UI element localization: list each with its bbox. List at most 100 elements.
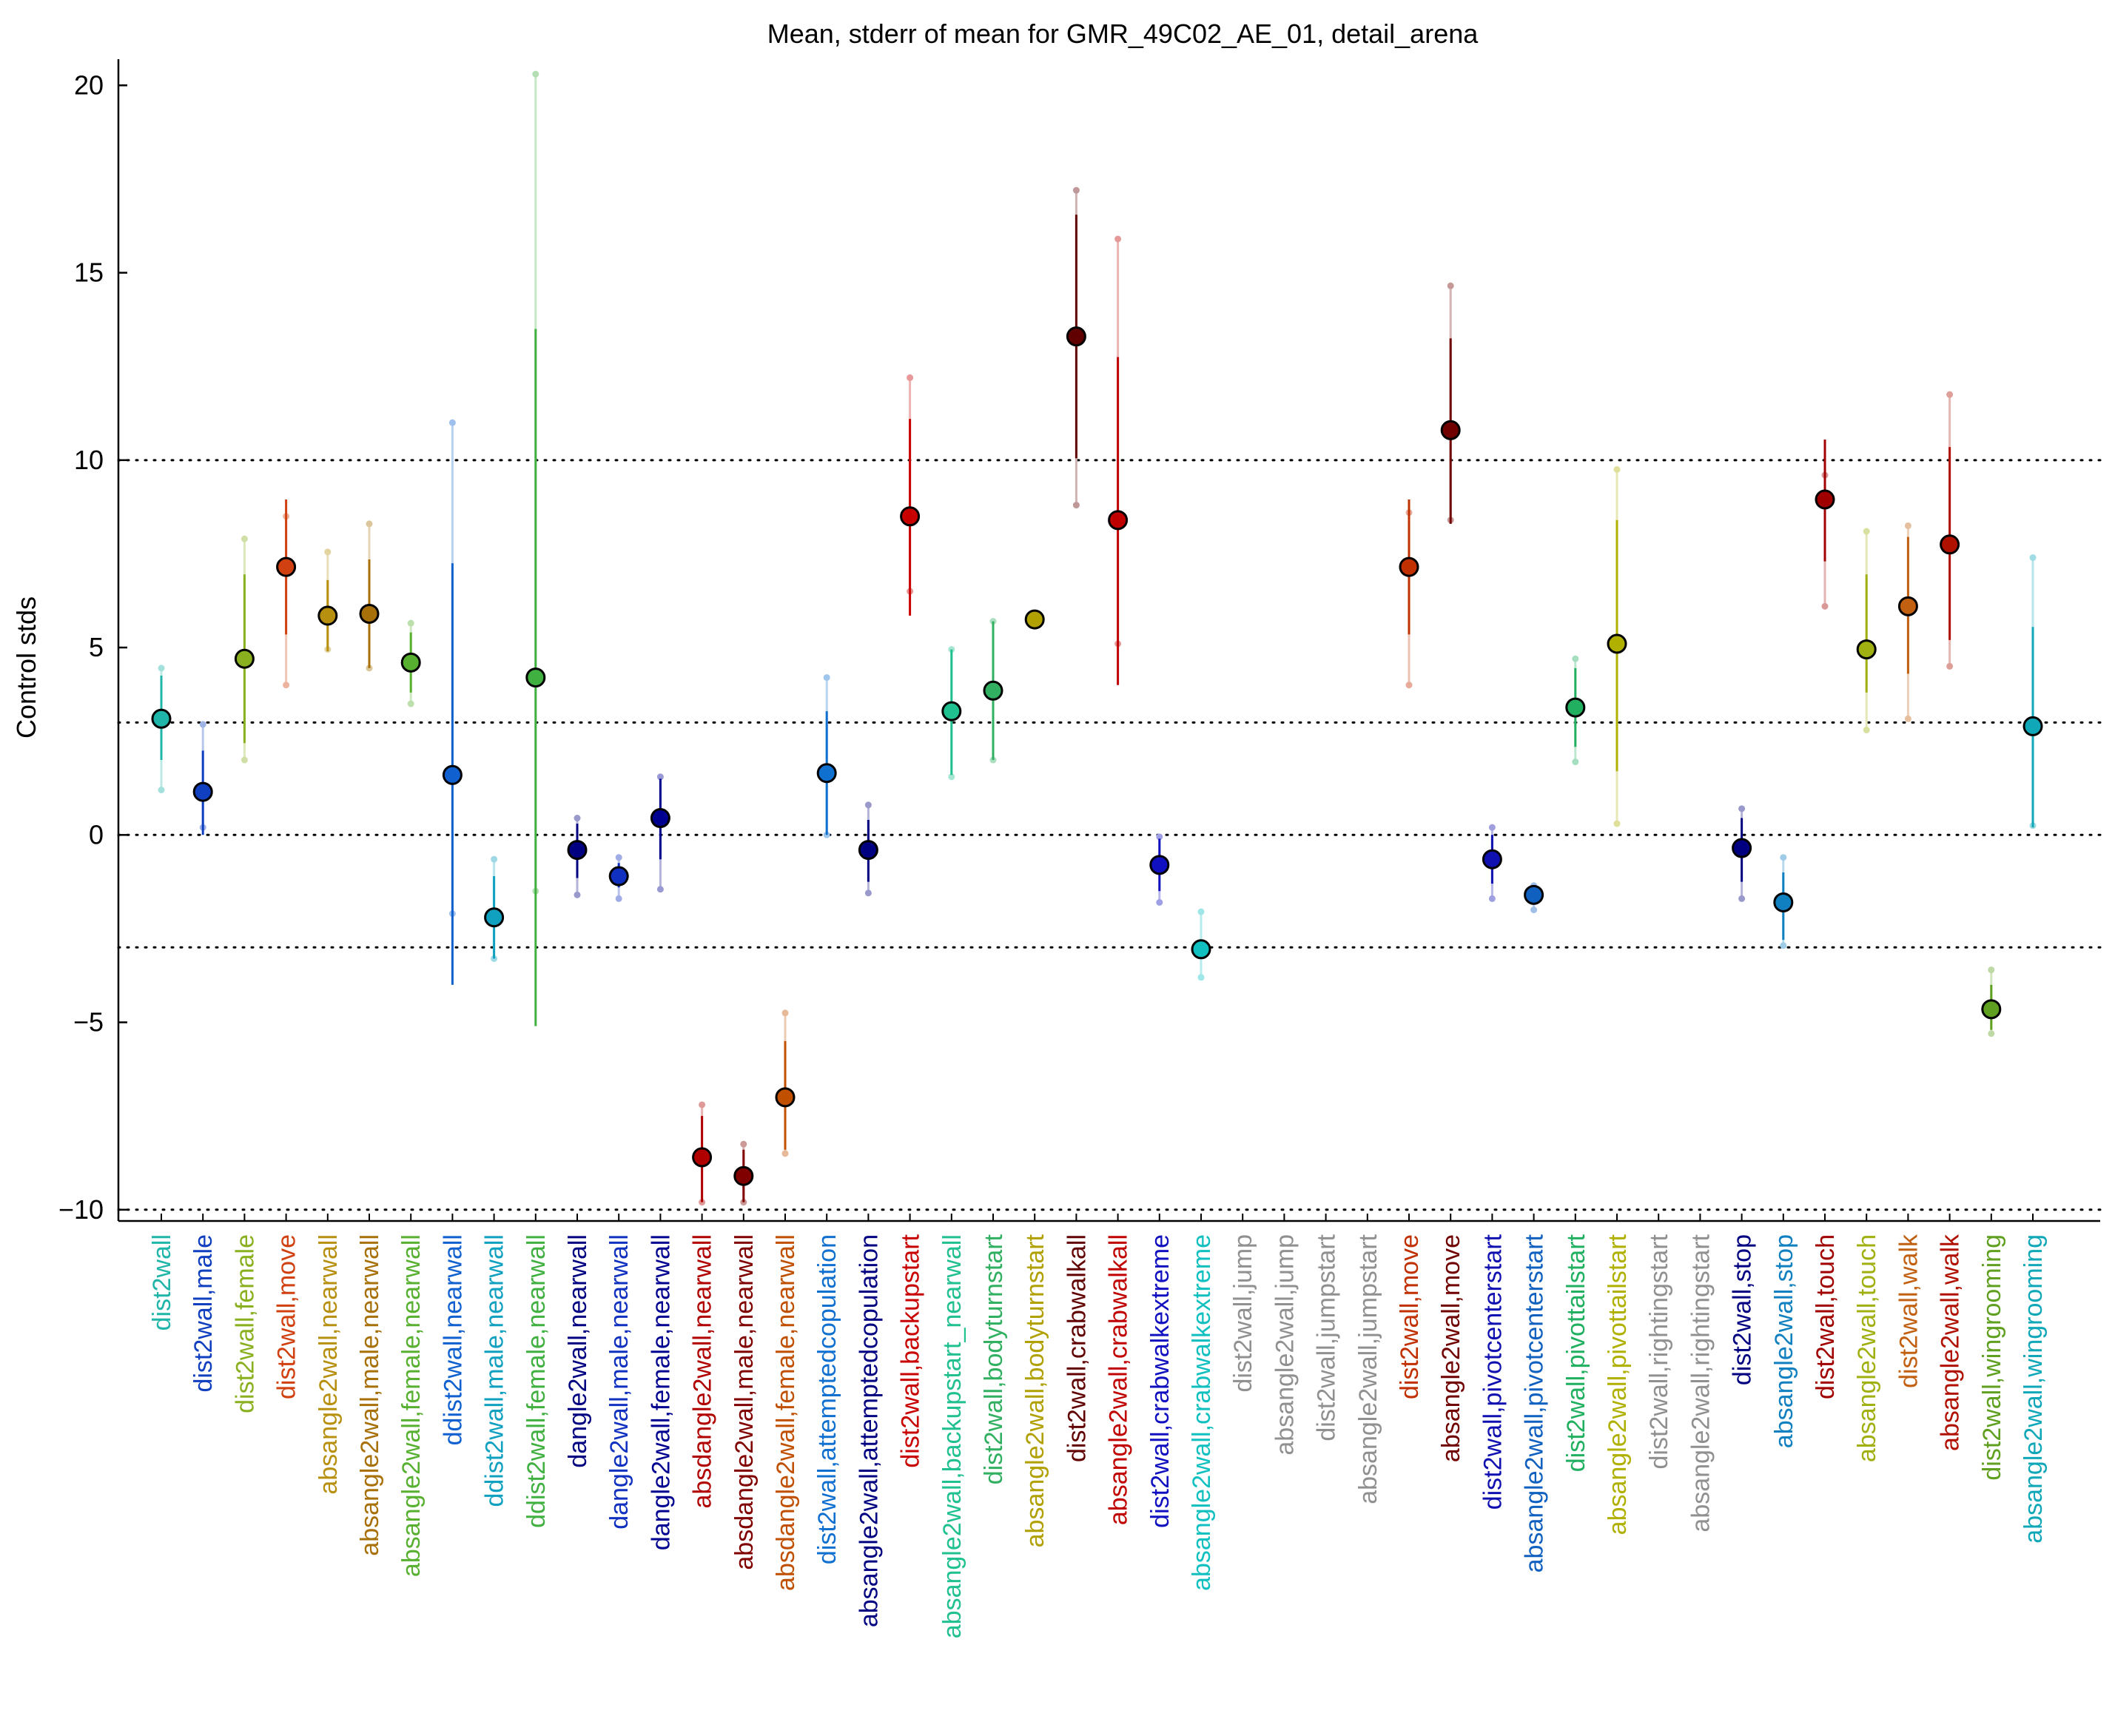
- range-end-point: [1488, 895, 1496, 902]
- mean-marker: [941, 701, 962, 721]
- reference-lines: [117, 459, 2102, 1211]
- range-end-point: [1613, 820, 1621, 827]
- range-end-point: [1946, 391, 1954, 398]
- range-end-point: [948, 773, 955, 781]
- range-end-point: [907, 374, 914, 381]
- y-tick-label: −5: [73, 1007, 104, 1037]
- range-end-point: [781, 1150, 789, 1157]
- y-axis: −10 −5 0 5 10 15 20: [58, 59, 127, 1225]
- range-end-point: [1738, 805, 1746, 813]
- mean-marker: [484, 907, 505, 928]
- x-tick-label: absangle2wall,walk: [1937, 1234, 1965, 1451]
- x-tick-label: dist2wall,walk: [1894, 1234, 1923, 1388]
- x-tick-label: dist2wall,pivotcenterstart: [1479, 1234, 1507, 1510]
- x-tick-label: absdangle2wall,male,nearwall: [730, 1234, 759, 1570]
- range-end-point: [1863, 726, 1870, 733]
- x-tick-label: dist2wall,move: [1396, 1234, 1424, 1399]
- x-tick-label: dist2wall: [148, 1234, 176, 1330]
- range-end-point: [1197, 974, 1205, 981]
- y-tick-label: 20: [74, 70, 104, 100]
- mean-marker: [1565, 697, 1586, 718]
- range-end-point: [2029, 554, 2037, 562]
- mean-marker: [608, 866, 629, 886]
- mean-markers: [151, 326, 2043, 1186]
- x-tick-label: dist2wall,rightingstart: [1645, 1234, 1673, 1469]
- range-end-point: [241, 756, 248, 764]
- x-tick-label: dist2wall,jumpstart: [1313, 1234, 1341, 1441]
- range-end-point: [574, 891, 581, 898]
- x-tick-label: dist2wall,wingrooming: [1978, 1234, 2006, 1481]
- x-tick-label: absangle2wall,female,nearwall: [397, 1234, 426, 1577]
- mean-marker: [1981, 999, 2002, 1020]
- mean-marker: [1191, 939, 1211, 960]
- mean-marker: [234, 648, 255, 669]
- x-tick-label: absangle2wall,pivotcenterstart: [1521, 1234, 1549, 1572]
- range-end-point: [1988, 966, 1995, 974]
- range-end-point: [1197, 908, 1205, 915]
- y-tick-label: 0: [89, 819, 104, 850]
- chart-title: Mean, stderr of mean for GMR_49C02_AE_01…: [767, 18, 1479, 49]
- range-bars: [158, 70, 2037, 1206]
- range-end-point: [823, 674, 830, 682]
- x-tick-label: absdangle2wall,nearwall: [689, 1234, 717, 1508]
- range-end-point: [324, 548, 332, 556]
- x-tick-label: dist2wall,crabwalkall: [1063, 1234, 1091, 1462]
- x-tick-label: dangle2wall,female,nearwall: [647, 1234, 675, 1550]
- range-end-point: [1780, 854, 1787, 861]
- mean-marker: [442, 764, 463, 785]
- range-end-point: [1530, 906, 1538, 914]
- range-end-point: [699, 1101, 706, 1108]
- mean-marker: [1773, 892, 1794, 912]
- mean-marker: [525, 667, 546, 688]
- x-tick-label: absangle2wall,wingrooming: [2020, 1234, 2048, 1544]
- range-end-point: [864, 801, 872, 809]
- mean-marker: [317, 605, 338, 626]
- mean-marker: [733, 1165, 754, 1186]
- mean-marker: [400, 652, 421, 673]
- range-end-point: [1613, 465, 1621, 473]
- mean-marker: [983, 680, 1003, 701]
- mean-marker: [1440, 420, 1461, 440]
- range-end-point: [1780, 942, 1787, 949]
- mean-marker: [567, 840, 588, 861]
- range-end-point: [1488, 824, 1496, 831]
- x-tick-label: absangle2wall,rightingstart: [1687, 1234, 1715, 1532]
- mean-marker: [1149, 855, 1170, 875]
- range-end-point: [1156, 898, 1163, 906]
- range-end-point: [864, 889, 872, 897]
- mean-marker: [1024, 609, 1045, 630]
- range-end-point: [1405, 682, 1413, 689]
- range-end-point: [1572, 758, 1579, 766]
- x-tick-label: absangle2wall,attemptedcopulation: [855, 1234, 883, 1627]
- mean-marker: [1399, 556, 1419, 577]
- x-tick-label: absangle2wall,crabwalkextreme: [1188, 1234, 1216, 1591]
- x-tick-label: dist2wall,male: [189, 1234, 218, 1393]
- range-end-point: [1988, 1030, 1995, 1037]
- mean-marker: [1897, 596, 1918, 616]
- range-end-point: [1904, 715, 1911, 722]
- range-end-point: [407, 619, 414, 627]
- y-tick-label: 10: [74, 445, 104, 475]
- mean-marker: [1524, 884, 1544, 905]
- range-end-point: [448, 419, 456, 426]
- x-tick-label: dist2wall,move: [273, 1234, 301, 1399]
- x-tick-label: dangle2wall,male,nearwall: [605, 1234, 633, 1530]
- range-end-point: [158, 665, 165, 672]
- range-end-point: [532, 70, 539, 78]
- y-axis-label: Control stds: [11, 596, 41, 739]
- x-tick-label: absangle2wall,jump: [1271, 1234, 1299, 1456]
- range-end-point: [241, 535, 248, 542]
- x-tick-label: absangle2wall,touch: [1853, 1234, 1881, 1462]
- mean-marker: [1732, 838, 1752, 858]
- mean-marker: [151, 708, 172, 729]
- range-end-point: [1904, 522, 1911, 529]
- x-tick-label: absangle2wall,jumpstart: [1354, 1234, 1382, 1504]
- range-end-point: [1946, 662, 1954, 670]
- range-end-point: [1072, 186, 1080, 194]
- x-tick-label: dist2wall,attemptedcopulation: [813, 1234, 841, 1564]
- mean-marker: [858, 840, 878, 861]
- x-tick-label: absangle2wall,pivottailstart: [1604, 1234, 1632, 1535]
- range-end-point: [1072, 502, 1080, 509]
- y-tick-label: −10: [58, 1194, 104, 1225]
- x-tick-label: absangle2wall,stop: [1770, 1234, 1798, 1448]
